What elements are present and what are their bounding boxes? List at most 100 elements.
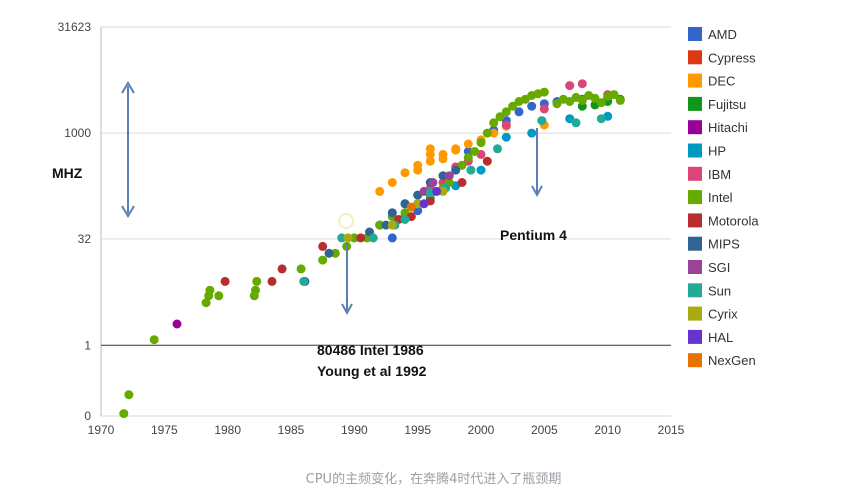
data-point xyxy=(252,276,262,286)
legend-swatch xyxy=(688,50,702,65)
legend-label: Cyrix xyxy=(708,307,738,322)
annotation-arrow-pentium4 xyxy=(531,128,543,198)
legend-swatch xyxy=(688,27,702,41)
legend-swatch xyxy=(688,353,702,368)
data-point xyxy=(425,156,435,166)
data-point xyxy=(375,220,385,230)
y-tick-label: 32 xyxy=(78,232,92,246)
data-point xyxy=(476,165,486,175)
data-point xyxy=(571,118,581,128)
data-point xyxy=(615,95,625,105)
data-point xyxy=(577,95,587,105)
legend-label: Cypress xyxy=(708,50,756,65)
data-point xyxy=(428,178,438,187)
data-point xyxy=(400,168,410,178)
legend-swatch xyxy=(688,329,702,344)
data-point xyxy=(201,298,211,308)
legend-label: HAL xyxy=(708,330,733,345)
chart-grid xyxy=(100,26,671,417)
data-point xyxy=(330,248,340,258)
data-point xyxy=(251,285,260,295)
data-point xyxy=(514,107,524,117)
y-tick-labels: 0 1 32 1000 31623 xyxy=(58,20,92,423)
legend-swatch xyxy=(688,306,702,321)
data-point xyxy=(318,255,328,265)
x-tick-label: 1980 xyxy=(214,423,241,437)
data-point xyxy=(337,233,347,243)
annotation-80486-line1: 80486 Intel 1986 xyxy=(317,342,424,358)
legend-label: MIPS xyxy=(708,237,740,252)
legend-swatch xyxy=(688,120,702,135)
range-arrow-icon xyxy=(121,81,135,218)
data-point xyxy=(172,319,182,329)
data-point xyxy=(457,178,467,187)
legend-label: DEC xyxy=(708,74,735,89)
data-point xyxy=(387,233,397,243)
x-tick-label: 1985 xyxy=(278,423,305,437)
y-axis-label: MHZ xyxy=(52,165,83,181)
data-point xyxy=(508,101,518,111)
x-tick-label: 1970 xyxy=(88,423,115,437)
data-point xyxy=(267,276,277,286)
data-point xyxy=(493,144,502,154)
data-point xyxy=(432,186,442,196)
data-point xyxy=(375,186,385,196)
data-point xyxy=(476,138,486,148)
legend: AMD Cypress DEC Fujitsu Hitachi HP IBM Intel Mot… xyxy=(688,27,759,368)
legend-label: AMD xyxy=(708,27,737,42)
annotation-arrow-80486 xyxy=(341,243,353,316)
data-point xyxy=(489,128,499,138)
data-point xyxy=(537,116,547,126)
data-point xyxy=(489,118,499,128)
data-point xyxy=(214,291,224,301)
y-tick-label: 31623 xyxy=(58,20,92,34)
data-point xyxy=(413,160,423,170)
data-point xyxy=(419,199,429,209)
data-point xyxy=(495,112,505,122)
legend-label: Sun xyxy=(708,283,731,298)
data-point xyxy=(596,98,606,108)
data-point xyxy=(318,241,328,251)
data-point xyxy=(387,178,397,187)
legend-swatch xyxy=(688,166,702,181)
legend-swatch xyxy=(688,260,702,274)
data-point xyxy=(527,101,537,111)
y-tick-label: 1 xyxy=(84,338,91,352)
legend-swatch xyxy=(688,96,702,111)
data-point xyxy=(590,93,600,103)
data-point xyxy=(349,233,359,243)
data-point xyxy=(438,171,448,181)
y-tick-label: 1000 xyxy=(64,126,91,140)
data-point xyxy=(451,144,461,154)
data-point xyxy=(296,264,306,274)
legend-label: Fujitsu xyxy=(708,97,746,112)
data-point xyxy=(470,147,480,156)
data-point xyxy=(501,132,511,142)
data-point xyxy=(149,335,159,345)
y-tick-label: 0 xyxy=(84,409,91,423)
data-point xyxy=(609,90,619,100)
data-point xyxy=(466,165,476,175)
data-point xyxy=(356,233,366,243)
legend-label: Motorola xyxy=(708,213,759,228)
data-point xyxy=(451,165,461,175)
data-point xyxy=(444,171,454,181)
data-point xyxy=(220,276,230,286)
data-point xyxy=(552,99,562,109)
legend-swatch xyxy=(688,236,702,251)
data-point xyxy=(124,390,134,400)
data-point xyxy=(482,128,492,138)
data-point xyxy=(539,104,549,114)
data-point xyxy=(596,114,606,124)
legend-swatch xyxy=(688,190,702,205)
data-point xyxy=(343,233,353,243)
legend-label: NexGen xyxy=(708,353,756,368)
data-point xyxy=(438,186,448,196)
data-point xyxy=(463,139,473,149)
data-point xyxy=(501,107,511,117)
x-tick-labels: 1970 1975 1980 1985 1990 1995 2000 2005 2010 2015 xyxy=(88,423,685,437)
legend-label: Hitachi xyxy=(708,120,748,135)
data-point xyxy=(205,285,215,295)
data-point xyxy=(457,160,467,170)
data-points xyxy=(119,79,625,419)
